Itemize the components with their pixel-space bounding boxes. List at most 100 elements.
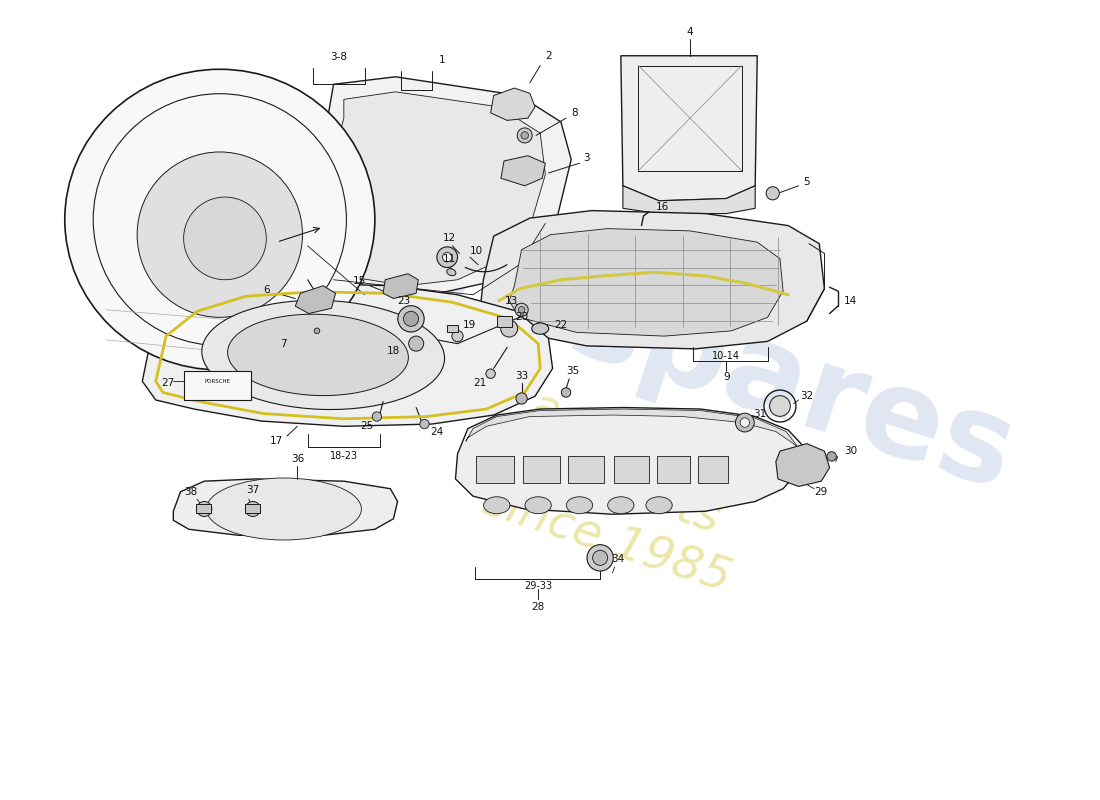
Text: 1: 1 (439, 55, 446, 66)
Ellipse shape (138, 152, 302, 318)
Circle shape (767, 186, 779, 200)
Ellipse shape (184, 197, 266, 280)
Polygon shape (481, 210, 824, 349)
Text: 18-23: 18-23 (330, 451, 358, 462)
Polygon shape (465, 409, 799, 448)
Bar (244, 504, 260, 513)
Polygon shape (614, 456, 649, 482)
Text: 15: 15 (353, 276, 366, 286)
Text: 35: 35 (566, 366, 580, 377)
Circle shape (442, 253, 452, 262)
Text: 8: 8 (571, 108, 578, 118)
Circle shape (517, 128, 532, 143)
Ellipse shape (525, 497, 551, 514)
Circle shape (587, 545, 614, 571)
Circle shape (245, 502, 261, 517)
Bar (497, 316, 512, 327)
Text: 3: 3 (583, 153, 590, 163)
Polygon shape (522, 456, 560, 482)
Circle shape (372, 412, 382, 422)
Text: 6: 6 (263, 285, 270, 294)
Circle shape (516, 393, 527, 404)
Text: 2: 2 (546, 50, 552, 61)
Circle shape (404, 311, 418, 326)
Polygon shape (174, 479, 397, 535)
Polygon shape (308, 77, 571, 294)
Ellipse shape (201, 300, 444, 410)
Circle shape (452, 330, 463, 342)
Circle shape (521, 132, 528, 139)
Polygon shape (295, 286, 336, 314)
Text: 32: 32 (800, 391, 814, 402)
Circle shape (420, 419, 429, 429)
Circle shape (561, 388, 571, 397)
Circle shape (740, 418, 749, 427)
Polygon shape (142, 283, 552, 426)
Circle shape (500, 320, 518, 337)
Circle shape (736, 413, 755, 432)
Ellipse shape (228, 314, 408, 395)
Ellipse shape (65, 70, 375, 370)
Polygon shape (620, 56, 757, 201)
Text: 19: 19 (463, 320, 476, 330)
Text: 17: 17 (270, 436, 284, 446)
Bar (448, 325, 459, 332)
Polygon shape (491, 88, 535, 120)
Text: 10-14: 10-14 (712, 351, 740, 362)
Text: 33: 33 (515, 371, 528, 381)
Text: 18: 18 (387, 346, 400, 356)
Text: 10: 10 (470, 246, 483, 256)
Polygon shape (698, 456, 728, 482)
Text: 30: 30 (844, 446, 857, 456)
Circle shape (437, 247, 458, 267)
Ellipse shape (646, 497, 672, 514)
Circle shape (770, 396, 790, 416)
Ellipse shape (484, 497, 510, 514)
Text: 12: 12 (442, 234, 455, 243)
Polygon shape (328, 92, 546, 286)
Bar (196, 504, 211, 513)
Polygon shape (455, 407, 804, 514)
Text: 20: 20 (515, 312, 528, 322)
Text: 29: 29 (815, 486, 828, 497)
Ellipse shape (447, 269, 455, 276)
Ellipse shape (607, 497, 634, 514)
Text: 16: 16 (656, 202, 669, 212)
Text: 11: 11 (442, 254, 455, 264)
Circle shape (518, 306, 525, 313)
Polygon shape (657, 456, 690, 482)
Ellipse shape (207, 478, 362, 540)
Text: 23: 23 (397, 296, 410, 306)
Circle shape (398, 306, 425, 332)
Polygon shape (776, 443, 829, 486)
Circle shape (197, 502, 212, 517)
Text: 29-33: 29-33 (524, 582, 552, 591)
Text: PORSCHE: PORSCHE (205, 378, 231, 384)
Text: 21: 21 (474, 378, 487, 389)
Text: 5: 5 (803, 177, 811, 187)
Text: 13: 13 (505, 296, 518, 306)
Polygon shape (509, 229, 783, 336)
Circle shape (827, 452, 836, 461)
Circle shape (315, 328, 320, 334)
Text: 3-8: 3-8 (330, 52, 348, 62)
Text: 34: 34 (612, 554, 625, 564)
Text: 7: 7 (280, 338, 287, 349)
Text: 38: 38 (185, 486, 198, 497)
Text: 4: 4 (686, 26, 693, 37)
Polygon shape (383, 274, 418, 298)
Polygon shape (568, 456, 604, 482)
Text: eurospares: eurospares (258, 165, 1030, 515)
Polygon shape (476, 456, 515, 482)
Text: 25: 25 (360, 422, 373, 431)
Circle shape (486, 369, 495, 378)
Text: 36: 36 (290, 454, 304, 464)
Text: 24: 24 (430, 426, 443, 437)
Text: 37: 37 (246, 485, 260, 495)
Polygon shape (623, 186, 756, 214)
Bar (184, 371, 251, 400)
Text: 14: 14 (844, 296, 857, 306)
Polygon shape (500, 156, 546, 186)
Circle shape (409, 336, 424, 351)
Text: 31: 31 (752, 409, 766, 418)
